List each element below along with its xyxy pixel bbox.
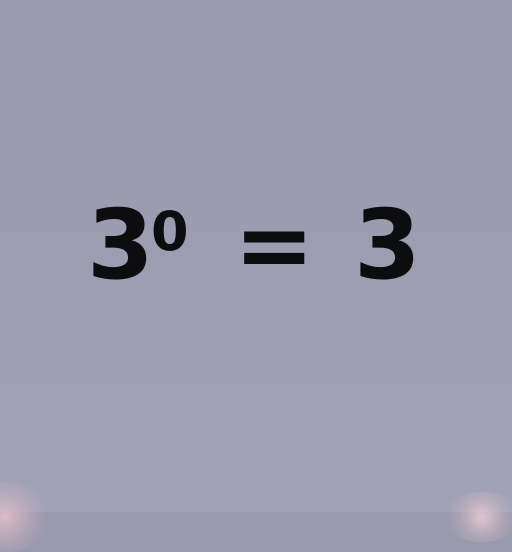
equation-result: 3 [354, 189, 421, 301]
background-light-left [0, 482, 50, 552]
background-light-right [442, 492, 512, 542]
equation-exponent: 0 [151, 200, 189, 263]
equation-base: 3 [87, 189, 154, 301]
equation: 3 0 = 3 [0, 197, 512, 317]
equation-equals-sign: = [234, 189, 315, 301]
